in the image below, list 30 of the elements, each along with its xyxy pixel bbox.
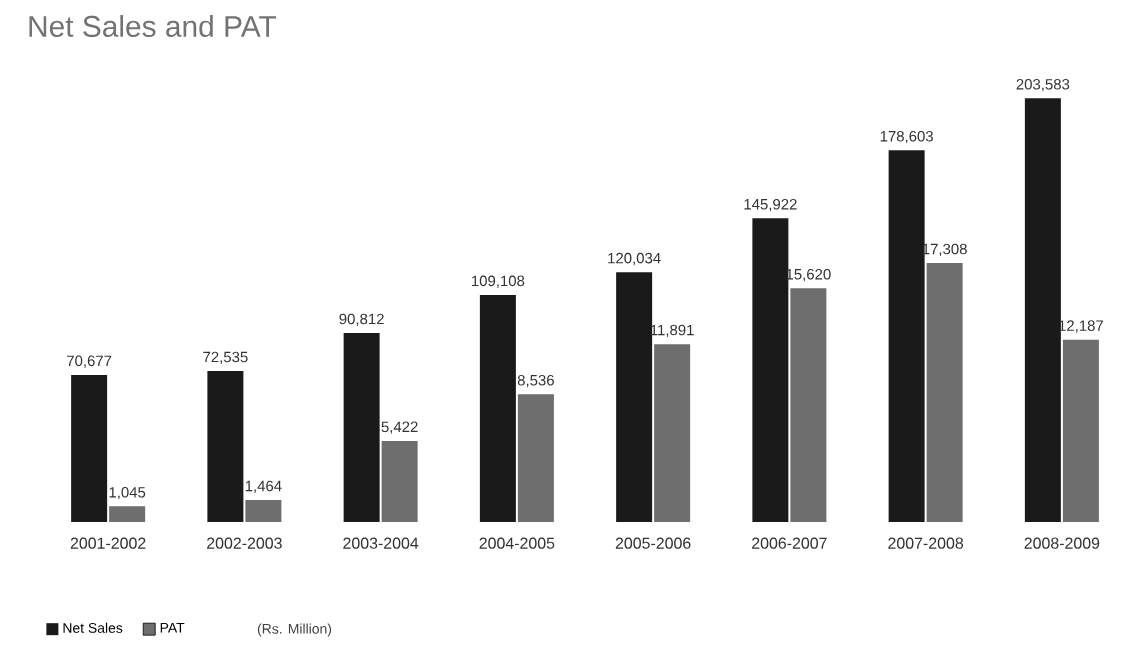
- data-label: 70,677: [67, 355, 112, 368]
- x-tick-label: 2003-2004: [343, 537, 419, 549]
- data-label: 178,603: [880, 130, 933, 144]
- bar: [207, 371, 244, 522]
- data-label: 72,535: [203, 351, 248, 365]
- x-tick-label: 2001-2002: [70, 537, 146, 549]
- bar: [71, 374, 108, 522]
- chart-title: Net Sales and PAT: [29, 15, 277, 37]
- data-label: 1,464: [245, 480, 282, 494]
- x-tick-label: 2004-2005: [479, 537, 555, 549]
- x-tick-label: 2006-2007: [752, 537, 827, 549]
- text: (Rs. Million): [257, 623, 332, 637]
- data-label: 145,922: [744, 198, 797, 212]
- x-tick-label: 2008-2009: [1024, 537, 1100, 549]
- data-label: 120,034: [608, 252, 661, 266]
- data-label: 5,422: [381, 421, 418, 434]
- bar: [245, 500, 282, 522]
- legend-label: PAT: [160, 622, 185, 633]
- data-label: 1,045: [109, 486, 146, 500]
- bar: [109, 506, 146, 522]
- bar: [343, 333, 380, 522]
- legend-label: Net Sales: [63, 622, 123, 633]
- data-label: 8,536: [517, 374, 554, 388]
- data-label: 203,583: [1016, 78, 1070, 92]
- bar: [1024, 98, 1061, 522]
- x-tick-label: 2007-2008: [888, 537, 964, 549]
- data-label: 109,108: [472, 275, 525, 288]
- data-label: 90,812: [339, 313, 384, 326]
- x-tick-label: 2005-2006: [615, 537, 691, 549]
- x-tick-label: 2002-2003: [207, 537, 282, 549]
